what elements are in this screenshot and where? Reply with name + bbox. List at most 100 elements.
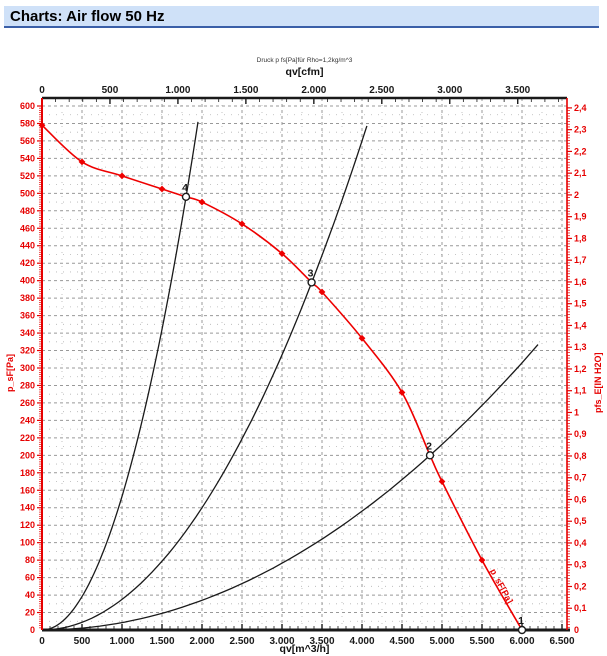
tick-label: 500 <box>74 636 91 647</box>
data-point-marker <box>358 334 366 342</box>
tick-label: 280 <box>20 380 35 390</box>
tick-label: 0,5 <box>574 516 587 526</box>
data-point-marker <box>38 121 46 129</box>
tick-label: 0,8 <box>574 451 587 461</box>
tick-label: 160 <box>20 485 35 495</box>
tick-label: 260 <box>20 398 35 408</box>
tick-label: 560 <box>20 136 35 146</box>
tick-label: 0 <box>30 625 35 635</box>
tick-label: 200 <box>20 450 35 460</box>
tick-label: 120 <box>20 520 35 530</box>
data-point-marker <box>238 220 246 228</box>
tick-label: 3.000 <box>269 636 294 647</box>
tick-label: 540 <box>20 153 35 163</box>
tick-label: 1,7 <box>574 255 587 265</box>
tick-label: 1 <box>574 407 579 417</box>
system-curves <box>41 121 539 631</box>
tick-label: 0 <box>39 636 45 647</box>
system-curve-through-2 <box>41 344 539 631</box>
operating-point-marker <box>425 451 435 460</box>
bottom-axis-title: qv[m^3/h] <box>279 643 330 655</box>
tick-label: 1,5 <box>574 299 587 309</box>
fan-curve-group <box>41 124 523 631</box>
tick-label: 4.500 <box>389 636 414 647</box>
operating-point-label: 2 <box>426 440 432 452</box>
tick-label: 500 <box>20 188 35 198</box>
tick-label: 440 <box>20 241 35 251</box>
data-point-marker <box>438 478 446 485</box>
tick-label: 180 <box>20 468 35 478</box>
chart-subtitle: Druck p fs[Pa]für Rho=1,2kg/m^3 <box>256 57 353 64</box>
tick-label: 6.000 <box>509 636 534 647</box>
operating-point-marker <box>517 625 527 635</box>
tick-label: 380 <box>20 293 35 303</box>
tick-label: 1.000 <box>109 636 134 647</box>
tick-label: 20 <box>25 608 35 618</box>
tick-label: 3.500 <box>309 636 334 647</box>
system-curve-through-4 <box>41 121 199 631</box>
tick-labels: 0 500 1.000 1.500 2.000 2.500 3.000 3.500 4.000 4… <box>20 85 587 647</box>
fan-curve <box>41 124 523 631</box>
tick-label: 1,6 <box>574 277 587 287</box>
tick-label: 1,4 <box>574 320 587 330</box>
operating-point-marker <box>181 192 191 202</box>
operating-points: 1 2 3 4 <box>181 182 527 635</box>
data-point-marker <box>198 198 206 206</box>
tick-label: 1,3 <box>574 342 587 352</box>
tick-label: 0,9 <box>574 429 587 439</box>
tick-label: 480 <box>20 206 35 216</box>
tick-label: 1,8 <box>574 233 587 243</box>
tick-label: 300 <box>20 363 35 373</box>
tick-label: 360 <box>20 311 35 321</box>
tick-label: 2 <box>574 190 579 200</box>
tick-label: 4.000 <box>349 636 374 647</box>
tick-label: 1.000 <box>165 85 190 96</box>
data-point-marker <box>118 172 126 180</box>
tick-label: 0,6 <box>574 494 587 504</box>
tick-label: 580 <box>20 118 35 128</box>
operating-point-label: 3 <box>308 267 314 279</box>
tick-label: 240 <box>20 415 35 425</box>
tick-label: 2.000 <box>301 85 326 96</box>
tick-label: 340 <box>20 328 35 338</box>
operating-point-label: 1 <box>518 615 524 627</box>
page-title: Charts: Air flow 50 Hz <box>10 7 165 25</box>
tick-label: 1,2 <box>574 364 587 374</box>
fan-curve-points <box>38 121 486 564</box>
operating-point-label: 4 <box>182 182 188 194</box>
tick-label: 0 <box>574 625 579 635</box>
tick-label: 1.500 <box>149 636 174 647</box>
tick-label: 0,4 <box>574 538 587 548</box>
tick-label: 100 <box>20 538 35 548</box>
tick-label: 5.500 <box>469 636 494 647</box>
tick-label: 2,2 <box>574 146 587 156</box>
page-header: Charts: Air flow 50 Hz <box>4 6 599 28</box>
tick-label: 40 <box>25 590 35 600</box>
tick-label: 1,9 <box>574 212 587 222</box>
tick-label: 140 <box>20 503 35 513</box>
axis-ticks <box>37 98 572 630</box>
tick-label: 80 <box>25 555 35 565</box>
tick-label: 520 <box>20 171 35 181</box>
tick-label: 2,4 <box>574 103 587 113</box>
tick-label: 2,1 <box>574 168 587 178</box>
tick-label: 2.500 <box>229 636 254 647</box>
tick-label: 500 <box>102 85 119 96</box>
tick-label: 600 <box>20 101 35 111</box>
tick-label: 2,3 <box>574 125 587 135</box>
tick-label: 0 <box>39 85 45 96</box>
grid-major <box>42 98 567 630</box>
tick-label: 3.000 <box>437 85 462 96</box>
data-point-marker <box>478 556 486 564</box>
tick-label: 0,1 <box>574 603 587 613</box>
tick-label: 5.000 <box>429 636 454 647</box>
tick-label: 60 <box>25 573 35 583</box>
tick-label: 1.500 <box>233 85 258 96</box>
tick-label: 1,1 <box>574 386 587 396</box>
data-point-marker <box>318 288 326 296</box>
tick-label: 0,2 <box>574 581 587 591</box>
tick-label: 0,7 <box>574 473 587 483</box>
tick-label: 320 <box>20 346 35 356</box>
tick-label: 420 <box>20 258 35 268</box>
tick-label: 3.500 <box>505 85 530 96</box>
